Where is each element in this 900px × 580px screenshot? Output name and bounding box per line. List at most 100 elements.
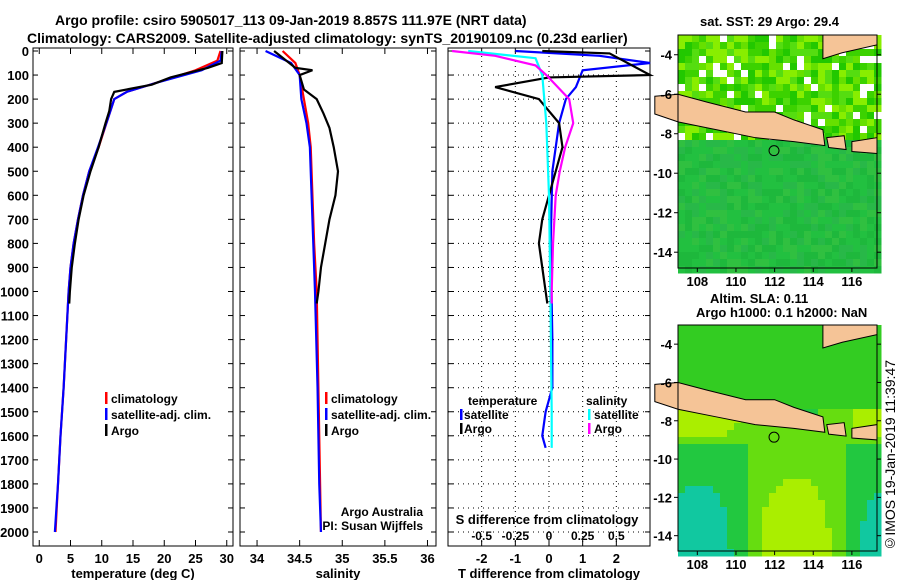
map-cell [783,140,791,148]
map-cell [804,325,812,333]
map-cell [692,528,700,536]
map-cell [685,259,693,267]
map-cell [776,196,784,204]
map-cell [713,479,721,487]
map-cell [811,189,819,197]
map-cell [720,56,728,64]
lat-tick-label: -4 [660,337,672,352]
map-cell [860,542,868,550]
map-cell [818,549,826,557]
map-cell [853,224,861,232]
map-cell [811,161,819,169]
map-cell [783,451,791,459]
map-cell [713,77,721,85]
map-cell [748,423,756,431]
map-cell [692,175,700,183]
map-cell [734,346,742,354]
map-cell [755,98,763,106]
map-cell [811,112,819,120]
map-cell [811,346,819,354]
map-cell [839,437,847,445]
map-cell [755,514,763,522]
map-cell [741,105,749,113]
map-cell [860,528,868,536]
x-tick-label: 20 [157,551,171,566]
y-tick-label: 0 [22,44,29,59]
map-cell [769,507,777,515]
map-cell [678,521,686,529]
map-cell [811,353,819,361]
map-cell [860,238,868,246]
map-cell [727,189,735,197]
map-cell [706,367,714,375]
map-cell [678,444,686,452]
map-cell [832,252,840,260]
map-cell [811,119,819,127]
map-cell [832,98,840,106]
map-cell [713,189,721,197]
map-cell [853,49,861,57]
map-cell [678,346,686,354]
map-cell [860,388,868,396]
map-cell [811,70,819,78]
map-cell [769,98,777,106]
map-cell [832,154,840,162]
map-cell [741,231,749,239]
map-cell [755,458,763,466]
map-cell [734,84,742,92]
map-cell [762,332,770,340]
map-cell [776,444,784,452]
map-cell [860,252,868,260]
map-cell [790,402,798,410]
map-cell [748,486,756,494]
map-cell [797,381,805,389]
map-cell [783,472,791,480]
map-cell [699,339,707,347]
map-cell [797,353,805,361]
map-cell [825,444,833,452]
map-cell [846,56,854,64]
map-cell [783,332,791,340]
map-cell [776,70,784,78]
map-cell [790,437,798,445]
map-cell [853,465,861,473]
map-cell [706,56,714,64]
map-cell [832,353,840,361]
map-cell [790,542,798,550]
map-cell [804,444,812,452]
map-cell [741,507,749,515]
map-cell [734,388,742,396]
map-cell [734,224,742,232]
map-cell [692,189,700,197]
map-cell [818,70,826,78]
map-cell [797,154,805,162]
map-cell [818,252,826,260]
map-cell [769,521,777,529]
map-cell [867,437,875,445]
map-cell [846,416,854,424]
map-cell [860,395,868,403]
map-cell [706,203,714,211]
map-cell [811,486,819,494]
map-cell [804,203,812,211]
map-cell [734,493,742,501]
map-cell [755,203,763,211]
map-cell [832,196,840,204]
map-cell [734,500,742,508]
map-cell [685,161,693,169]
map-cell [748,252,756,260]
map-cell [804,147,812,155]
map-cell [748,203,756,211]
map-cell [720,549,728,557]
map-cell [692,465,700,473]
map-cell [846,402,854,410]
map-cell [713,388,721,396]
map-cell [811,147,819,155]
map-cell [860,374,868,382]
map-cell [867,486,875,494]
map-cell [734,168,742,176]
map-cell [853,63,861,71]
map-cell [839,91,847,99]
map-cell [846,168,854,176]
